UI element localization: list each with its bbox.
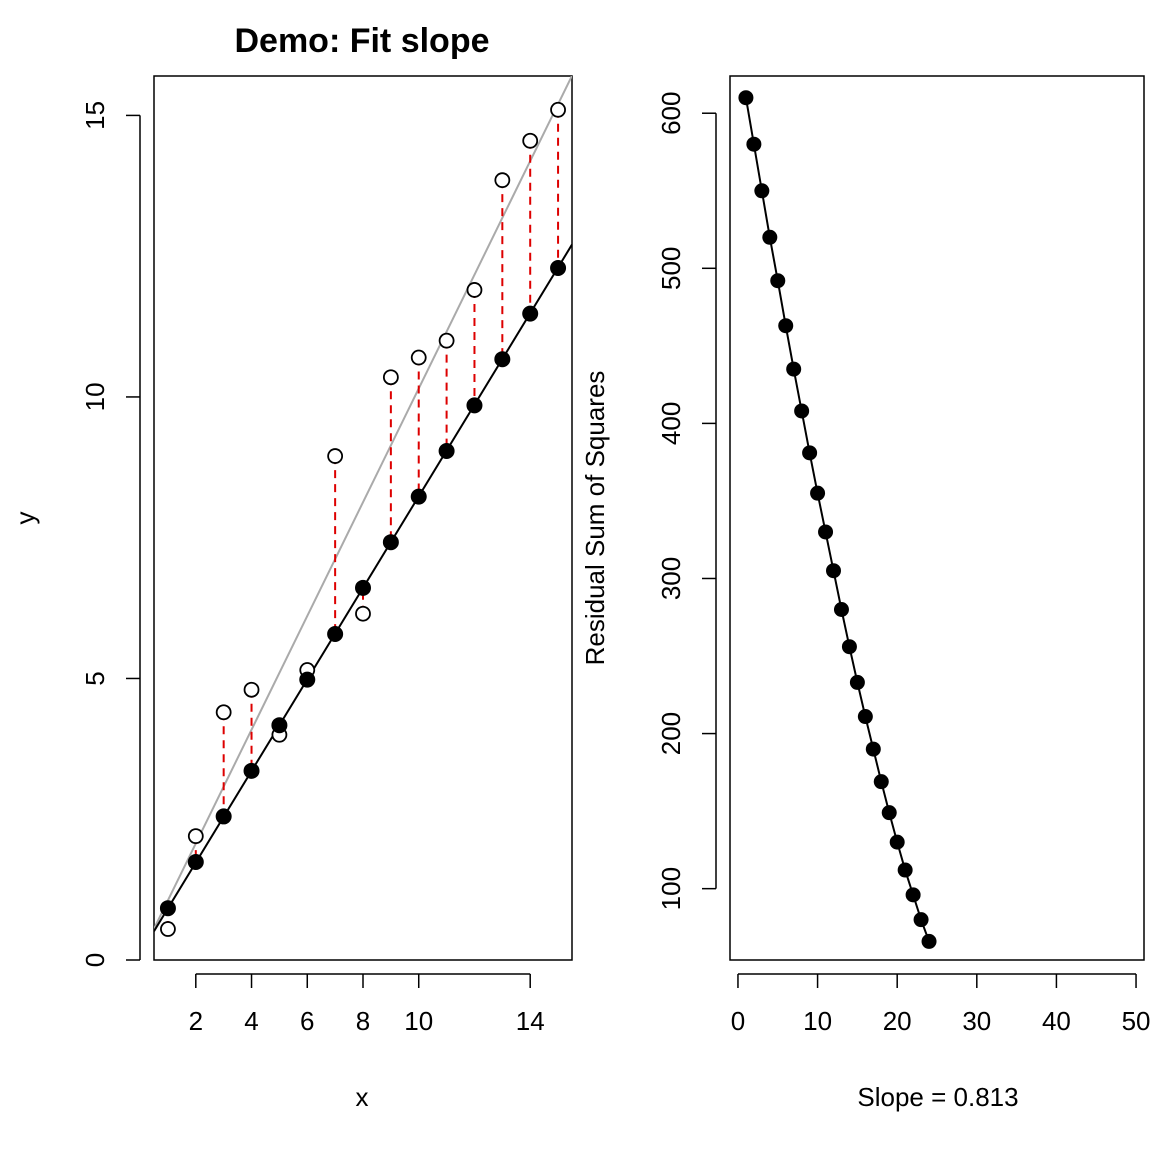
x-tick-label: 8 <box>356 1006 370 1036</box>
x-tick-label: 50 <box>1122 1006 1151 1036</box>
fitted-point <box>243 762 260 779</box>
observed-point <box>160 921 176 937</box>
fitted-point <box>271 717 288 734</box>
rss-point <box>746 136 762 152</box>
fitted-point <box>494 351 511 368</box>
rss-point <box>833 602 849 618</box>
y-tick-label: 200 <box>656 712 686 755</box>
reference-line <box>154 76 572 930</box>
rss-point <box>786 361 802 377</box>
left-plot-frame <box>153 75 573 961</box>
y-tick-label: 15 <box>80 101 110 130</box>
x-tick-label: 6 <box>300 1006 314 1036</box>
rss-point <box>889 834 905 850</box>
rss-point <box>826 563 841 579</box>
rss-point <box>913 912 929 928</box>
fitted-point <box>327 625 344 642</box>
x-tick-label: 14 <box>516 1006 545 1036</box>
fitted-point <box>299 671 316 688</box>
right-plot-frame <box>729 75 1145 961</box>
y-tick-label: 600 <box>656 92 686 135</box>
y-tick-label: 0 <box>80 953 110 967</box>
right-x-axis-label: Slope = 0.813 <box>857 1082 1018 1112</box>
y-tick-label: 400 <box>656 402 686 445</box>
observed-point <box>215 704 232 721</box>
fitted-point <box>410 488 427 505</box>
rss-point <box>881 805 897 821</box>
rss-point <box>802 445 818 461</box>
rss-point <box>810 485 826 501</box>
right-plot-area <box>738 90 937 949</box>
fitted-point <box>215 808 232 825</box>
fitted-point <box>159 900 176 917</box>
rss-point <box>818 524 834 540</box>
observed-point <box>382 369 399 386</box>
x-tick-label: 2 <box>189 1006 203 1036</box>
left-x-axis: 2 4 6 8 10 14 <box>189 973 545 1036</box>
observed-point <box>187 828 204 845</box>
left-plot-area <box>154 76 572 937</box>
rss-point <box>873 774 889 790</box>
left-y-axis: 0 5 10 15 <box>80 101 141 967</box>
rss-point <box>738 90 754 106</box>
observed-point <box>410 349 427 366</box>
y-tick-label: 500 <box>656 247 686 290</box>
rss-point <box>897 862 913 878</box>
observed-point <box>466 282 483 298</box>
observed-point <box>327 448 344 464</box>
fitted-point <box>382 534 399 551</box>
observed-point <box>243 681 260 698</box>
rss-point <box>905 887 921 903</box>
observed-point <box>550 101 566 118</box>
left-chart-title: Demo: Fit slope <box>234 22 489 60</box>
right-panel: 0 10 20 30 40 50 100 200 300 400 500 600 Slope = 0… <box>580 75 1151 1112</box>
left-x-axis-label: x <box>356 1082 369 1112</box>
x-tick-label: 4 <box>244 1006 258 1036</box>
observed-point <box>438 332 455 349</box>
right-y-axis-label: Residual Sum of Squares <box>580 371 610 666</box>
observed-point <box>494 172 511 189</box>
x-tick-label: 10 <box>803 1006 832 1036</box>
fitted-point <box>438 442 455 459</box>
x-tick-label: 30 <box>962 1006 991 1036</box>
observed-point <box>522 132 539 149</box>
observed-point <box>355 605 371 622</box>
rss-point <box>849 674 865 690</box>
rss-point <box>778 318 794 334</box>
rss-point <box>762 229 778 245</box>
y-tick-label: 5 <box>80 671 110 685</box>
fitted-point <box>187 854 204 871</box>
right-x-axis: 0 10 20 30 40 50 <box>731 973 1151 1036</box>
left-panel: Demo: Fit slope 2 4 6 8 10 14 0 5 10 15 x y <box>10 22 573 1112</box>
x-tick-label: 10 <box>404 1006 433 1036</box>
left-y-axis-label: y <box>10 512 40 525</box>
fitted-point <box>466 397 483 414</box>
rss-point <box>794 403 810 419</box>
right-y-axis: 100 200 300 400 500 600 <box>656 92 717 910</box>
fitted-point <box>522 305 539 322</box>
rss-point <box>921 933 937 949</box>
y-tick-label: 100 <box>656 867 686 910</box>
rss-point <box>754 183 770 199</box>
rss-point <box>770 273 786 289</box>
rss-point <box>865 741 881 757</box>
x-tick-label: 0 <box>731 1006 745 1036</box>
y-tick-label: 300 <box>656 557 686 600</box>
fitted-point <box>550 260 567 277</box>
rss-point <box>857 709 873 725</box>
rss-point <box>841 639 857 655</box>
x-tick-label: 40 <box>1042 1006 1071 1036</box>
x-tick-label: 20 <box>883 1006 912 1036</box>
y-tick-label: 10 <box>80 382 110 411</box>
rss-line <box>744 97 930 942</box>
fitted-point <box>355 579 371 596</box>
